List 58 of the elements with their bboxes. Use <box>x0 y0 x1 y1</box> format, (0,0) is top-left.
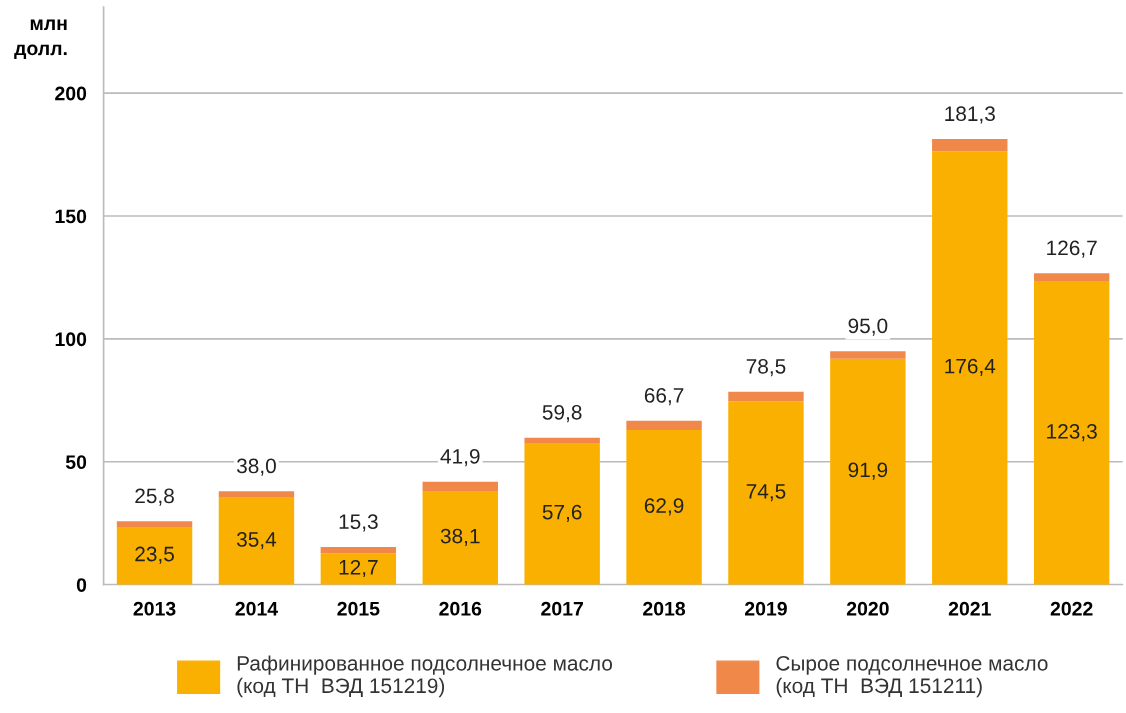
bar <box>932 151 1008 585</box>
bar <box>626 420 702 431</box>
total-label: 126,7 <box>1047 240 1097 258</box>
bar <box>116 526 193 585</box>
total-label: 41,9 <box>440 448 480 467</box>
data-label: 35,4 <box>236 532 277 550</box>
total-label: 95,0 <box>848 318 888 336</box>
data-label: 38,1 <box>440 528 480 546</box>
bar <box>1033 281 1110 585</box>
x-tick-label: 2013 <box>133 601 176 616</box>
x-tick-label: 2016 <box>439 601 482 616</box>
bar <box>320 547 397 554</box>
x-tick-label: 2018 <box>643 601 686 616</box>
bar <box>524 437 600 444</box>
data-label: 74,5 <box>746 484 786 502</box>
bar <box>1033 273 1110 282</box>
bar <box>830 351 906 359</box>
data-label: 12,7 <box>339 559 378 578</box>
bar <box>932 139 1008 152</box>
x-tick-label: 2019 <box>745 601 787 616</box>
x-tick-label: 2020 <box>846 601 889 616</box>
bar <box>626 430 702 585</box>
bar <box>422 491 498 585</box>
bar <box>320 553 397 585</box>
total-label: 78,5 <box>746 358 786 377</box>
bar <box>830 358 906 585</box>
bar <box>218 497 295 585</box>
data-label: 57,6 <box>542 504 582 522</box>
legend-label: Рафинированное подсолнечное масло (код ТН ВЭД 151219) <box>237 655 613 698</box>
x-tick-label: 2021 <box>948 601 991 616</box>
total-label: 181,3 <box>945 106 995 124</box>
y-tick-label: 50 <box>65 455 87 470</box>
bar <box>218 491 295 498</box>
x-tick-label: 2017 <box>541 601 583 616</box>
legend-label: Сырое подсолнечное масло (код ТН ВЭД 151211) <box>776 655 1048 698</box>
total-label: 25,8 <box>135 488 174 506</box>
y-tick-label: 100 <box>55 332 87 347</box>
total-label: 38,0 <box>236 458 276 476</box>
bar <box>116 521 193 527</box>
bar <box>422 481 498 492</box>
bar <box>524 443 600 585</box>
x-tick-label: 2015 <box>337 601 380 616</box>
bar <box>728 401 804 585</box>
y-tick-label: 200 <box>55 86 87 101</box>
total-label: 59,8 <box>542 404 582 423</box>
data-label: 123,3 <box>1047 423 1097 442</box>
total-label: 66,7 <box>644 387 684 406</box>
y-tick-label: 150 <box>55 209 87 224</box>
x-tick-label: 2022 <box>1050 601 1093 616</box>
data-label: 91,9 <box>848 462 888 480</box>
x-tick-label: 2014 <box>235 601 278 616</box>
total-label: 15,3 <box>339 514 378 532</box>
y-tick-label: 0 <box>76 578 87 592</box>
data-label: 23,5 <box>135 546 174 564</box>
bar <box>728 391 804 402</box>
data-label: 176,4 <box>945 358 996 376</box>
y-axis-title: млн долл. <box>14 19 67 59</box>
data-label: 62,9 <box>644 498 684 516</box>
